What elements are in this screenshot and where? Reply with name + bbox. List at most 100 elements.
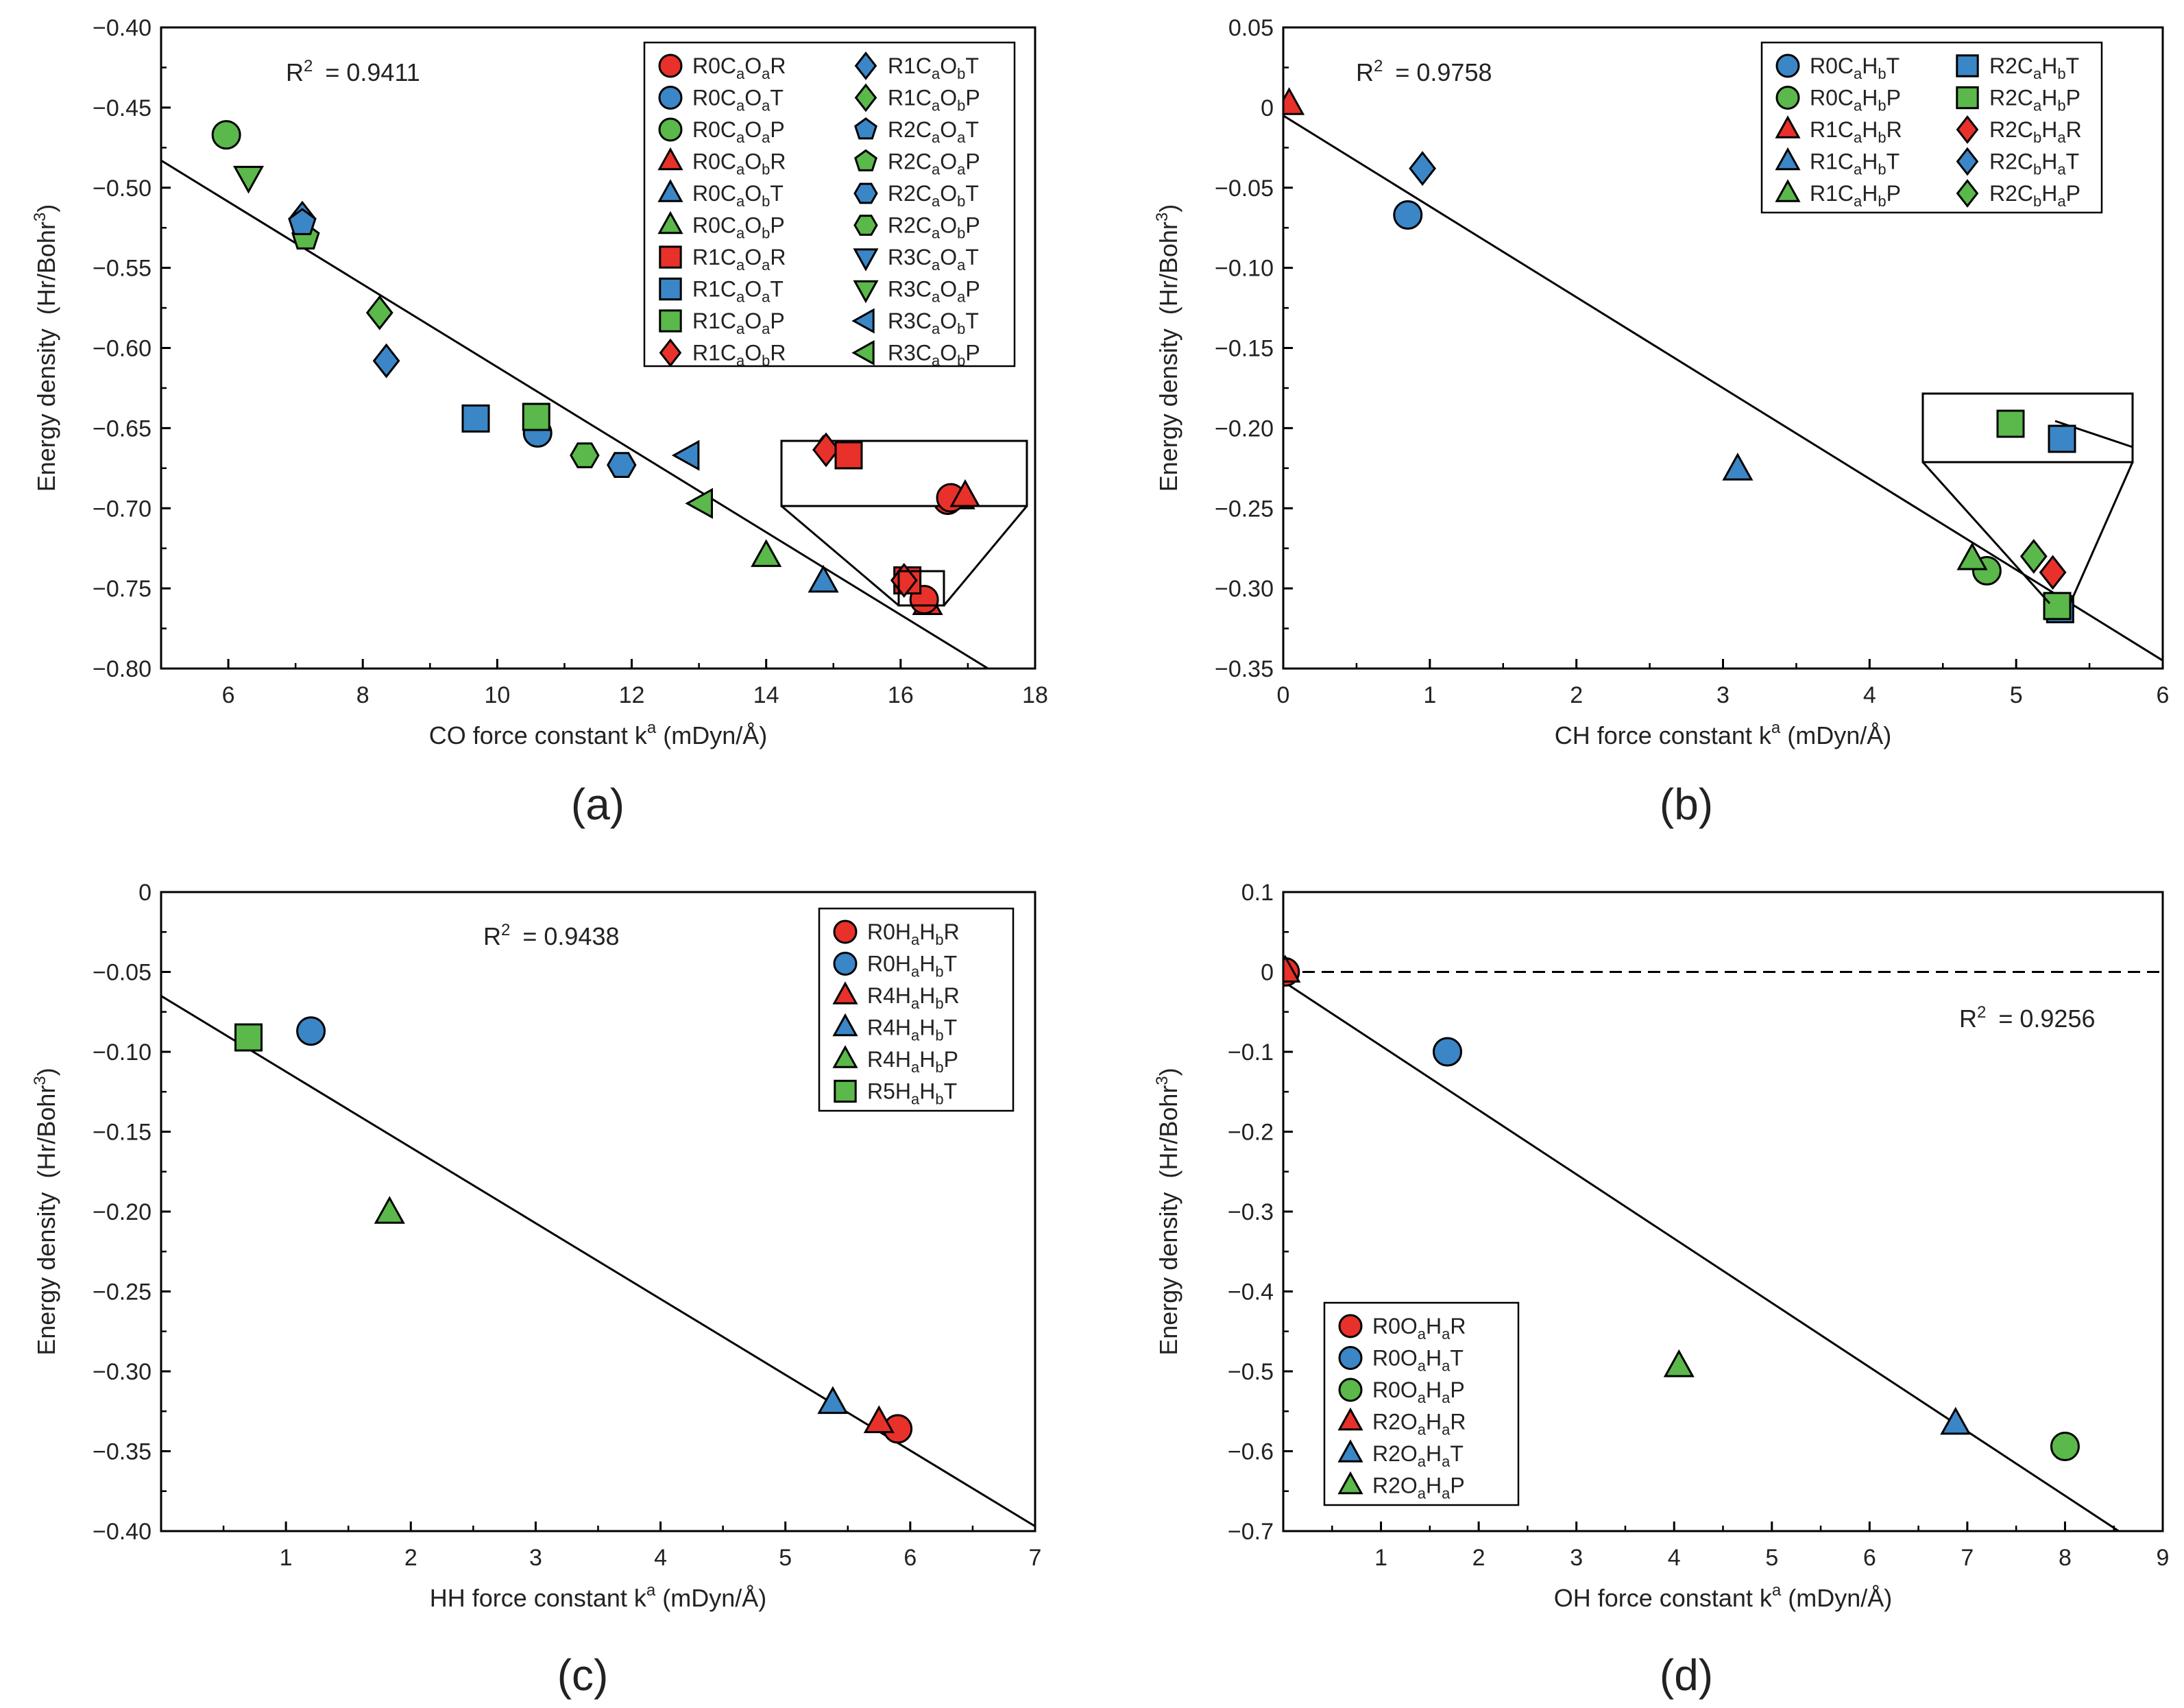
- legend-mid: H: [1426, 1378, 1442, 1402]
- legend-sub2: a: [957, 161, 966, 178]
- legend-sub1: a: [932, 256, 941, 274]
- panel-a: 6 8 10 12 14 16 18 −0.40 −0.45 −0.50 −0.55 −0.60 −0.…: [31, 15, 1048, 829]
- legend-sub2: b: [1878, 129, 1886, 146]
- legend-end: T: [1886, 149, 1900, 174]
- data-point: [1722, 453, 1754, 481]
- legend-label: R2OaHaT: [1372, 1441, 1464, 1470]
- plot-frame: [160, 891, 1036, 1532]
- legend-entry: R2CaObT: [853, 181, 979, 210]
- legend-mid: O: [940, 181, 957, 206]
- legend-label: R0CaOaT: [692, 86, 784, 115]
- legend-frame: [1760, 41, 2103, 214]
- legend-sub1: a: [932, 129, 941, 146]
- legend-sub1: a: [932, 320, 941, 337]
- inset-point: [1996, 409, 2025, 438]
- legend-entry: R2CaHbT: [1956, 53, 2079, 82]
- legend-end: P: [965, 149, 980, 174]
- legend-marker: [657, 211, 683, 234]
- legend-mid: O: [744, 277, 762, 302]
- legend-mid: H: [1426, 1410, 1442, 1434]
- legend-mid: H: [1426, 1474, 1442, 1498]
- plot-frame: [160, 26, 1036, 670]
- data-point: [2050, 1432, 2080, 1462]
- legend-mid: O: [940, 53, 957, 78]
- legend-entry: R2CaOaP: [854, 149, 980, 178]
- legend-end: R: [1886, 117, 1902, 142]
- legend-label: R2CaObP: [888, 213, 980, 242]
- legend-sub1: a: [911, 931, 920, 948]
- legend-sub1: a: [932, 352, 941, 370]
- legend-end: P: [965, 213, 980, 238]
- x-tick-label: 4: [1668, 1545, 1681, 1571]
- r-squared-annotation: R2 = 0.9256: [1959, 1003, 2096, 1033]
- legend-label: R0CaObT: [692, 181, 784, 210]
- legend-label: R5HaHbT: [867, 1079, 957, 1108]
- legend-mid: O: [940, 86, 957, 110]
- legend-base: R0O: [1372, 1346, 1418, 1371]
- legend-entry: R0OaHaP: [1338, 1378, 1465, 1406]
- legend-sub1: a: [736, 256, 745, 274]
- legend-marker: [853, 182, 878, 204]
- legend-sub1: a: [932, 289, 941, 306]
- y-tick-label: −0.3: [1228, 1199, 1274, 1225]
- legend-mid: H: [2041, 181, 2057, 206]
- legend-marker: [1337, 1471, 1363, 1495]
- x-tick-label: 8: [2059, 1545, 2072, 1571]
- legend-mid: H: [919, 952, 935, 976]
- legend-marker: [853, 248, 879, 272]
- legend-label: R1CaObT: [888, 53, 979, 82]
- y-tick-label: −0.7: [1228, 1519, 1274, 1545]
- y-tick-label: −0.30: [1215, 576, 1274, 602]
- x-axis-label-k: k: [628, 721, 648, 749]
- legend-entry: R2CbHaT: [1956, 147, 2079, 178]
- zoom-connector: [943, 505, 1028, 606]
- x-tick-label: 3: [1716, 682, 1730, 708]
- legend-end: P: [2066, 86, 2080, 110]
- plot-frame: [1282, 891, 2164, 1532]
- legend-sub1: a: [932, 193, 941, 210]
- fit-line: [1283, 115, 2163, 662]
- legend-base: R2C: [1989, 117, 2033, 142]
- panel-label: (c): [557, 1650, 609, 1700]
- data-point: [607, 452, 637, 478]
- legend-end: T: [944, 952, 958, 976]
- y-tick-label: −0.20: [93, 1199, 151, 1225]
- x-tick-label: 4: [654, 1545, 667, 1571]
- legend-marker: [1956, 54, 1979, 77]
- legend-mid: O: [744, 117, 762, 142]
- legend-marker: [658, 117, 683, 142]
- x-tick-label: 10: [484, 682, 510, 708]
- r-squared-prefix: R: [1959, 1005, 1977, 1033]
- legend-label: R0OaHaP: [1372, 1378, 1465, 1406]
- r-squared-prefix: R: [483, 922, 501, 950]
- legend-marker: [854, 149, 877, 171]
- legend-mid: H: [1426, 1314, 1442, 1338]
- x-axis-label-unit: (mDyn/Å): [1788, 1584, 1892, 1612]
- legend-base: R0C: [692, 181, 736, 206]
- x-tick-label: 5: [1765, 1545, 1778, 1571]
- inset-point: [2048, 424, 2076, 453]
- legend-marker: [853, 280, 879, 304]
- legend-base: R5H: [867, 1079, 911, 1104]
- legend-marker: [1956, 115, 1979, 144]
- legend-sub2: b: [935, 1027, 943, 1044]
- legend-entry: R1CaObT: [854, 51, 979, 82]
- legend-sub2: a: [762, 320, 771, 337]
- legend-entry: R1CaHbR: [1775, 115, 1902, 146]
- legend-mid: O: [744, 245, 762, 269]
- legend-sub1: a: [1854, 161, 1863, 178]
- x-axis-label: CO force constant ka (mDyn/Å): [429, 719, 768, 749]
- legend-sub2: a: [2057, 129, 2066, 146]
- y-tick-label: −0.40: [93, 1519, 151, 1545]
- x-axis-label-superscript: a: [646, 1581, 656, 1600]
- legend-sub1: a: [911, 1091, 920, 1108]
- legend-marker: [1338, 1314, 1363, 1338]
- y-tick-label: −0.45: [93, 95, 151, 121]
- legend-frame: [643, 41, 1016, 368]
- legend-label: R2CaHbT: [1989, 53, 2079, 82]
- x-axis-label-text: CH force constant: [1555, 721, 1752, 749]
- legend-base: R1C: [888, 86, 932, 110]
- legend-sub2: b: [1878, 97, 1886, 115]
- legend-end: T: [1450, 1346, 1464, 1371]
- legend-mid: H: [1426, 1441, 1442, 1466]
